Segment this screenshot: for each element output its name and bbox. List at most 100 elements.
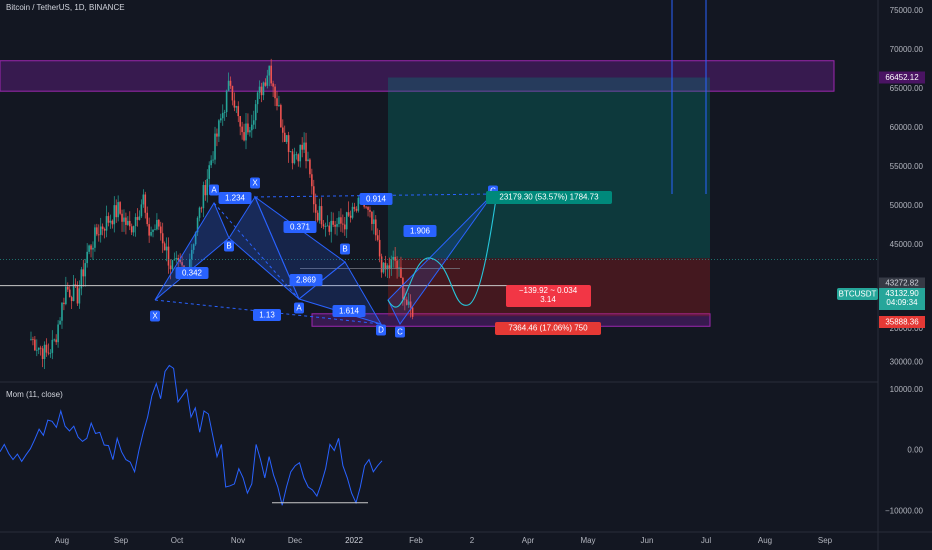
candle-body xyxy=(351,206,354,218)
candle-body xyxy=(30,338,32,340)
candle-body xyxy=(123,217,125,222)
pattern-point-badge xyxy=(294,302,304,314)
candle-body xyxy=(266,75,269,86)
position-target-area[interactable] xyxy=(388,77,710,259)
candle-body xyxy=(68,289,71,298)
candle-body xyxy=(223,112,226,113)
position-info-line1: −139.92 ~ 0.034 xyxy=(519,286,578,295)
candle-body xyxy=(221,112,224,119)
candle-body xyxy=(163,243,166,251)
candle-body xyxy=(376,235,379,240)
candle-body xyxy=(212,159,214,161)
projected-path[interactable] xyxy=(387,191,498,308)
candle-body xyxy=(82,269,85,277)
time-tick-label: Sep xyxy=(818,536,833,545)
time-tick-label: Feb xyxy=(409,536,423,545)
chart-title: Bitcoin / TetherUS, 1D, BINANCE xyxy=(6,3,125,12)
candle-body xyxy=(256,92,259,105)
candle-body xyxy=(365,206,367,208)
candle-body xyxy=(262,82,265,96)
symbol-tag-bg xyxy=(837,288,878,300)
symbol-tag: BTCUSDT xyxy=(839,290,877,299)
candle-body xyxy=(371,211,373,224)
candle-body xyxy=(367,207,369,210)
candle-body xyxy=(322,224,325,227)
candle-body xyxy=(272,83,274,87)
candle-body xyxy=(128,220,131,227)
pattern-point-label: X xyxy=(252,179,258,188)
candle-body xyxy=(49,352,52,354)
candle-body xyxy=(297,154,300,162)
candle-body xyxy=(156,219,158,230)
harmonic-triangle[interactable] xyxy=(387,193,494,325)
candle-body xyxy=(280,105,282,128)
ratio-badge xyxy=(175,267,209,279)
candle-body xyxy=(111,220,114,225)
candle-body xyxy=(57,324,59,343)
candle-body xyxy=(309,159,311,175)
price-tick-label: 50000.00 xyxy=(890,201,924,210)
candle-body xyxy=(80,269,83,289)
candle-body xyxy=(94,227,96,248)
candle-body xyxy=(227,80,230,91)
pattern-point-label: A xyxy=(296,304,302,313)
ratio-label: 1.906 xyxy=(410,227,431,236)
price-tag-zone: 66452.12 xyxy=(885,73,919,82)
candle-body xyxy=(299,144,302,162)
price-tag-current: 43132.90 xyxy=(885,289,919,298)
position-info-line2: 3.14 xyxy=(540,295,556,304)
candle-body xyxy=(190,249,193,260)
candle-body xyxy=(34,339,36,351)
candle-body xyxy=(400,267,402,278)
candle-body xyxy=(161,233,164,244)
candle-body xyxy=(264,82,267,86)
price-tag-current-bg xyxy=(879,288,925,310)
candle-body xyxy=(316,212,319,221)
candle-body xyxy=(390,259,393,269)
candle-body xyxy=(295,154,298,156)
candle-body xyxy=(103,228,106,231)
candle-body xyxy=(148,224,150,236)
candle-body xyxy=(99,226,102,235)
candle-body xyxy=(136,217,139,220)
candle-body xyxy=(159,226,162,234)
candle-body xyxy=(101,226,104,229)
candle-body xyxy=(318,206,321,221)
pattern-point-badge xyxy=(395,326,405,338)
ratio-label: 0.371 xyxy=(290,223,311,232)
candle-body xyxy=(260,86,263,96)
candle-body xyxy=(32,338,34,340)
resistance-zone[interactable] xyxy=(0,60,835,92)
price-tag-level-bg xyxy=(879,277,925,289)
candle-body xyxy=(324,226,327,227)
candle-body xyxy=(63,302,65,305)
candle-body xyxy=(37,347,40,350)
candle-body xyxy=(380,256,383,273)
price-tag-level: 43272.82 xyxy=(885,279,919,288)
candle-body xyxy=(307,159,309,162)
time-tick-label: Jun xyxy=(641,536,654,545)
momentum-tick-label: −10000.00 xyxy=(885,506,924,515)
ratio-label: 1.13 xyxy=(259,311,275,320)
candle-body xyxy=(43,344,46,360)
candle-body xyxy=(276,98,278,107)
momentum-indicator-title: Mom (11, close) xyxy=(6,390,63,399)
time-tick-label: 2022 xyxy=(345,536,363,545)
momentum-line[interactable] xyxy=(0,364,383,506)
ratio-label: 0.342 xyxy=(182,269,203,278)
price-tick-label: 55000.00 xyxy=(890,162,924,171)
candle-body xyxy=(86,251,88,264)
candle-body xyxy=(363,203,365,207)
candle-body xyxy=(303,142,305,150)
candle-body xyxy=(330,220,333,232)
candle-body xyxy=(233,100,236,108)
candle-body xyxy=(41,348,44,360)
candle-body xyxy=(243,132,245,141)
candle-body xyxy=(311,174,313,187)
candle-body xyxy=(237,106,240,117)
pattern-point-badge xyxy=(209,184,219,196)
pattern-point-badge xyxy=(224,240,234,252)
candle-body xyxy=(194,232,197,245)
candle-body xyxy=(328,225,331,232)
